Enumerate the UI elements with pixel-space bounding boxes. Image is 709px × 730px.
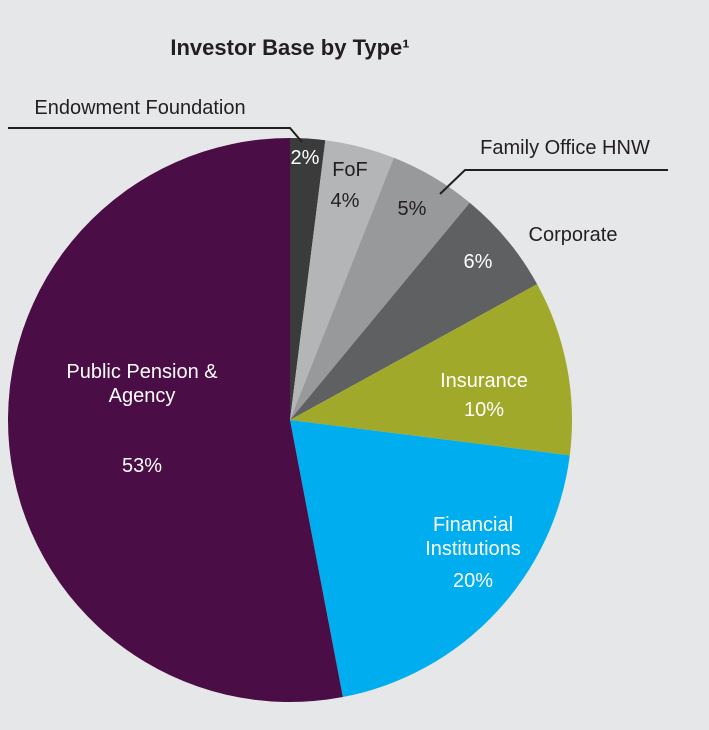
pie-slice [290, 157, 470, 420]
chart-title: Investor Base by Type¹ [170, 35, 410, 60]
slice-label: Insurance [440, 370, 528, 392]
value-label: 10% [463, 399, 505, 421]
pie-slice [290, 202, 538, 420]
slice-label: Public Pension & Agency [66, 361, 218, 407]
pie-slice [290, 284, 572, 456]
value-label: 6% [463, 251, 493, 273]
slice-label: Family Office HNW [480, 137, 650, 159]
leader-line [439, 169, 668, 195]
pie-slice [290, 420, 570, 698]
leader-line [8, 127, 303, 143]
slice-label: Corporate [528, 224, 618, 246]
pie-slice [290, 140, 394, 421]
slice-label: Endowment Foundation [34, 97, 246, 119]
value-label: 4% [330, 190, 360, 212]
pie-slice [8, 137, 343, 702]
value-label: 2% [290, 147, 320, 169]
value-label: 20% [452, 570, 494, 592]
value-label: 53% [121, 455, 163, 477]
slice-label: FoF [332, 159, 368, 181]
pie-slice [290, 138, 326, 420]
slice-label: Financial Institutions [425, 514, 521, 560]
value-label: 5% [397, 198, 427, 220]
